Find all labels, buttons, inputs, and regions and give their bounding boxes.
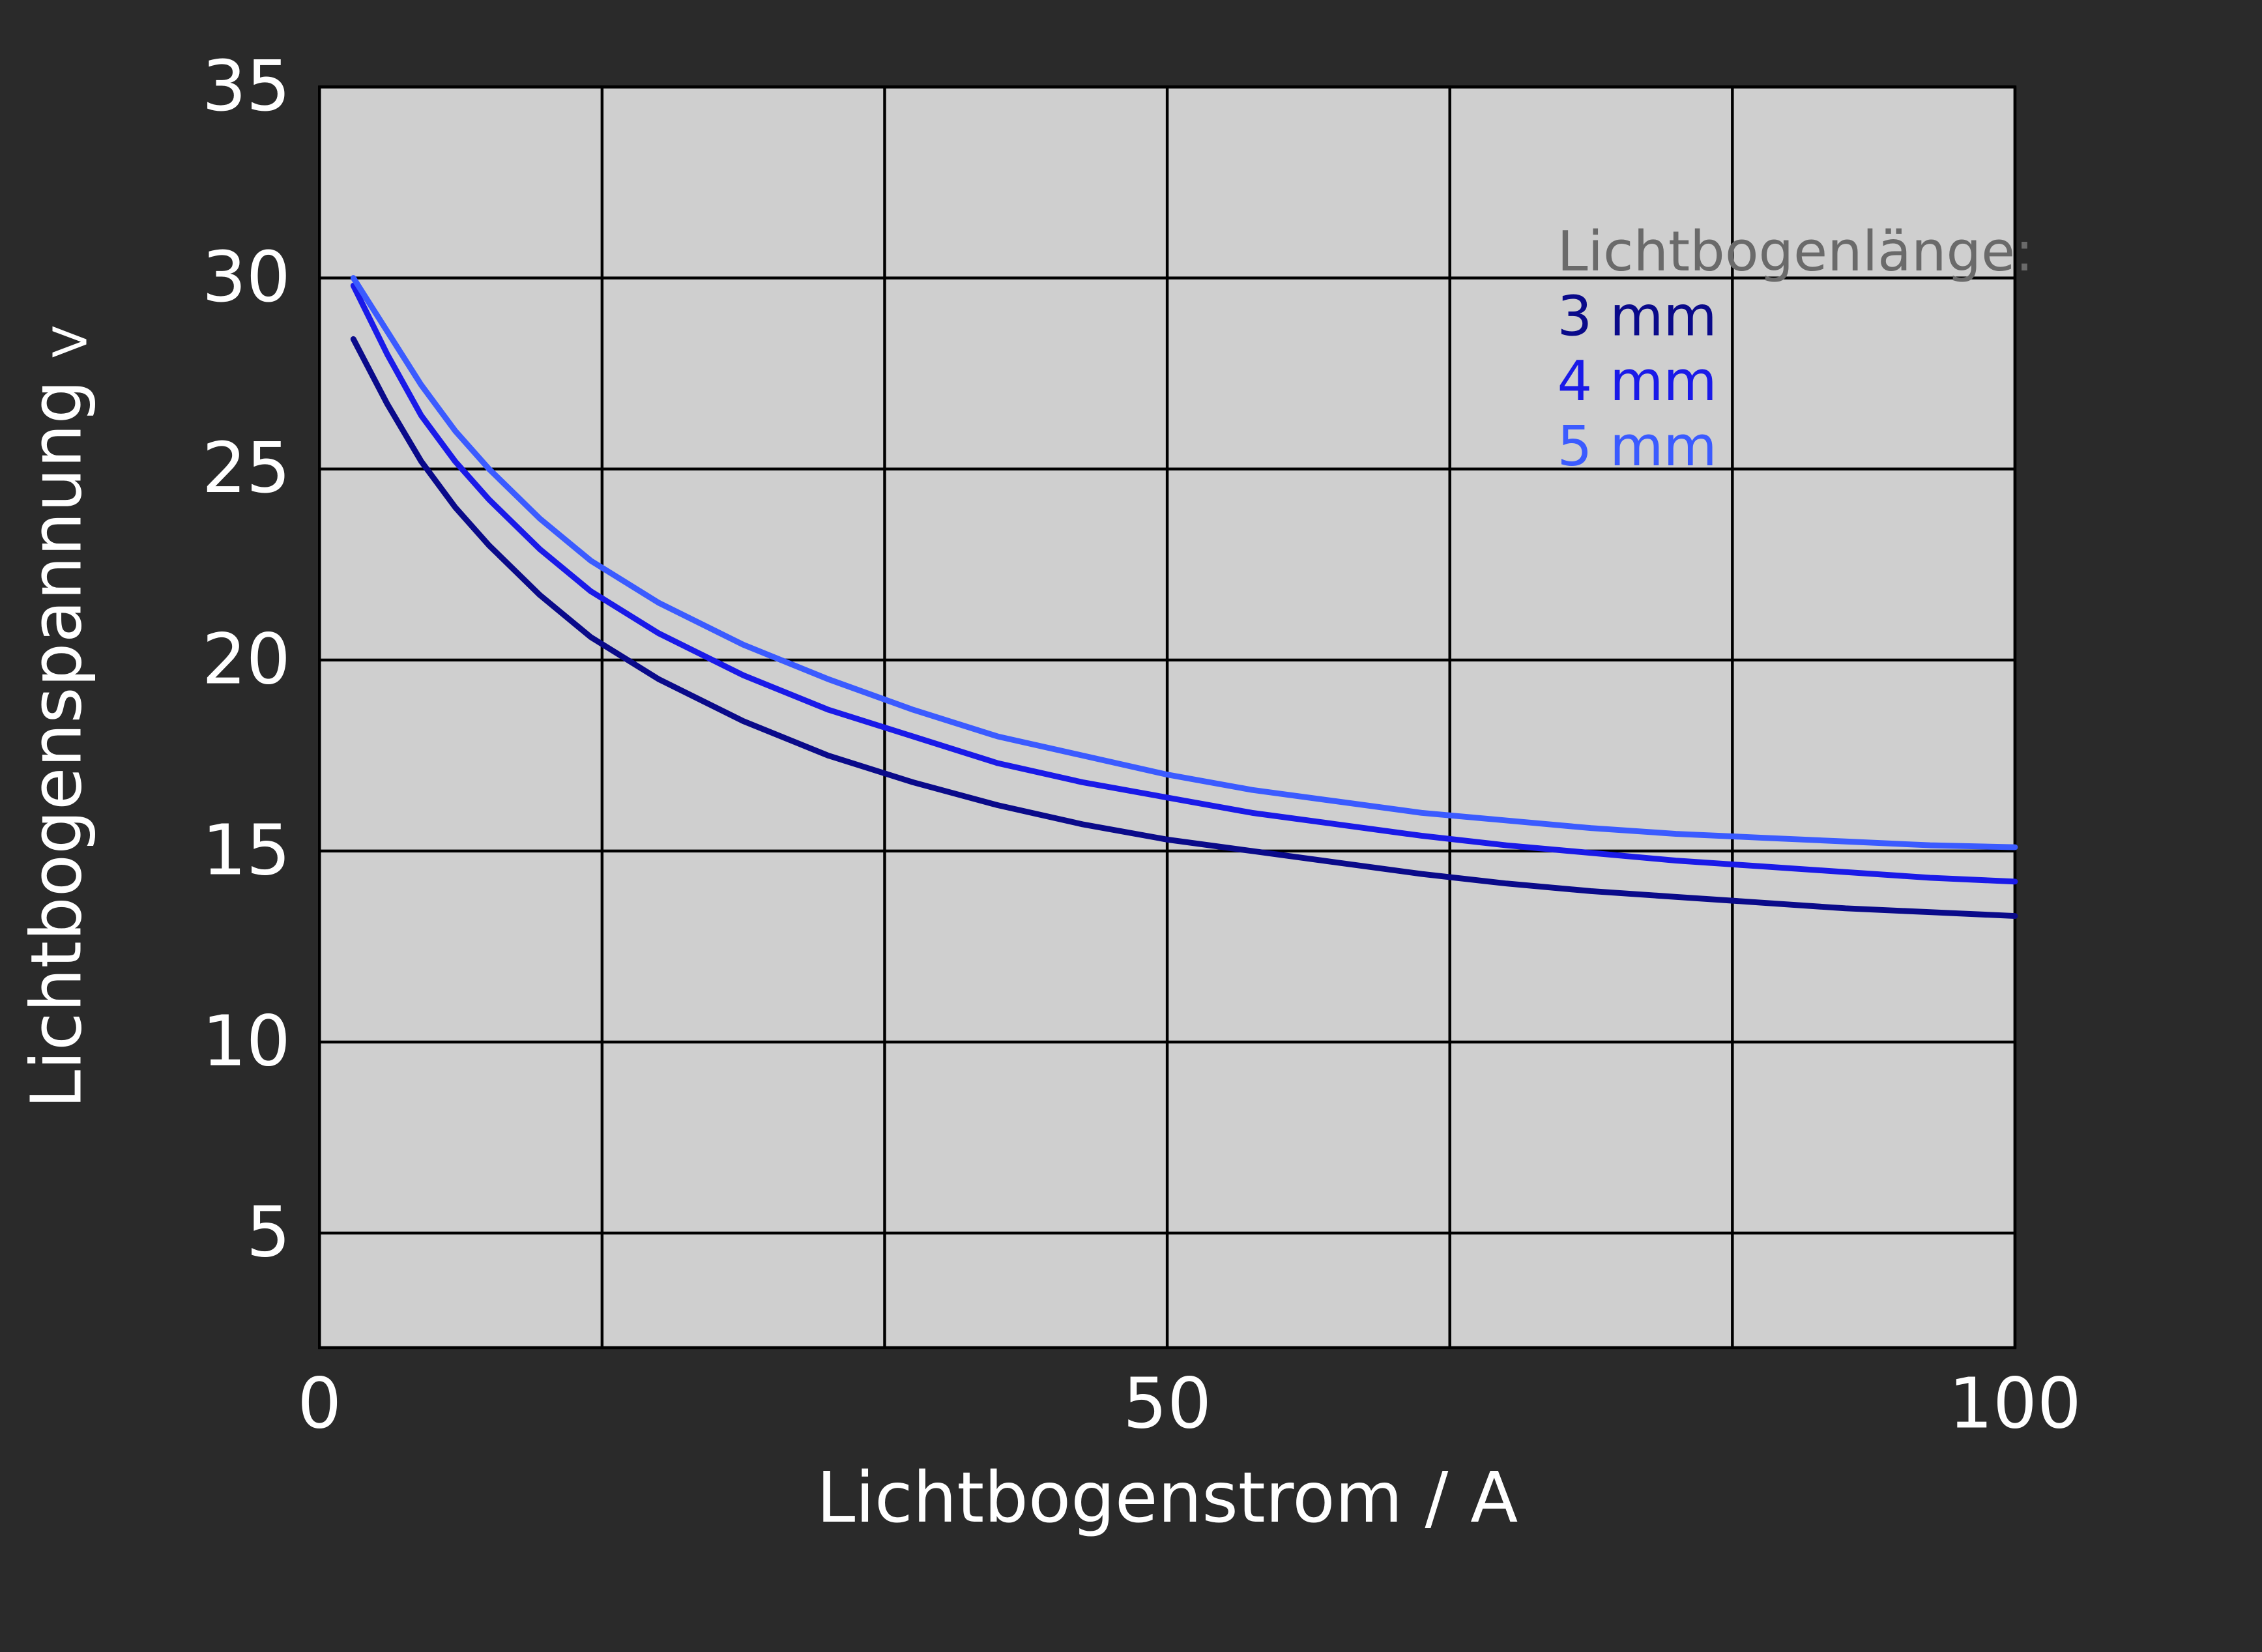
y-tick-label: 5 <box>246 1193 291 1273</box>
y-tick-label: 25 <box>202 428 291 509</box>
y-tick-label: 30 <box>202 237 291 318</box>
x-tick-label: 0 <box>297 1363 341 1444</box>
y-tick-label: 10 <box>202 1002 291 1082</box>
legend-item: 3 mm <box>1557 284 1717 348</box>
legend-item: 5 mm <box>1557 414 1717 478</box>
x-tick-label: 100 <box>1949 1363 2081 1444</box>
y-tick-label: 35 <box>202 46 291 127</box>
legend-title: Lichtbogenlänge: <box>1557 220 2033 283</box>
x-tick-label: 50 <box>1123 1363 1211 1444</box>
y-tick-label: 15 <box>202 810 291 891</box>
y-axis-label: Lichtbogenspannung V <box>16 326 97 1109</box>
arc-voltage-chart: 0 50 100 5 10 15 20 25 30 35 Lichtbogenstrom / A Li… <box>0 0 2262 1652</box>
chart-container: 0 50 100 5 10 15 20 25 30 35 Lichtbogenstrom / A Li… <box>0 0 2262 1652</box>
y-tick-label: 20 <box>202 619 291 700</box>
legend-item: 4 mm <box>1557 349 1717 413</box>
x-axis-label: Lichtbogenstrom / A <box>817 1458 1518 1539</box>
